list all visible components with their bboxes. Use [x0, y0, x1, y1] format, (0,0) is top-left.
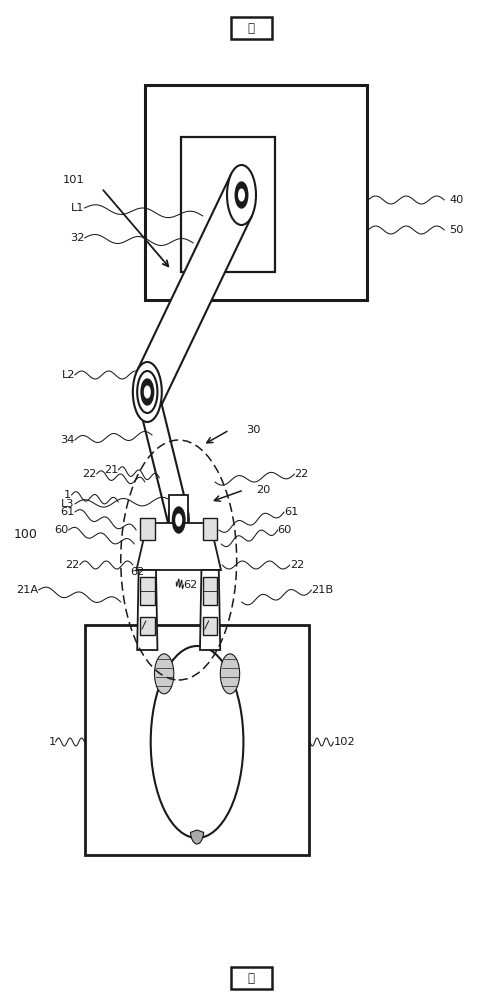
Text: 102: 102	[333, 737, 355, 747]
Text: 20: 20	[256, 485, 270, 495]
Circle shape	[176, 514, 182, 526]
Text: 22: 22	[290, 560, 304, 570]
Circle shape	[137, 371, 157, 413]
Text: 62: 62	[130, 567, 145, 577]
Text: 1: 1	[64, 490, 71, 500]
Text: 100: 100	[14, 528, 37, 542]
Bar	[140, 518, 155, 540]
Text: 图: 图	[248, 972, 255, 984]
Bar	[145, 85, 367, 300]
Text: L3: L3	[61, 499, 75, 509]
Text: 1: 1	[48, 737, 56, 747]
Circle shape	[141, 379, 154, 405]
Polygon shape	[137, 570, 157, 650]
Text: 60: 60	[54, 525, 69, 535]
Text: 40: 40	[449, 195, 464, 205]
Polygon shape	[137, 523, 221, 570]
Bar	[140, 577, 155, 605]
Circle shape	[151, 646, 243, 838]
Polygon shape	[200, 570, 220, 650]
Text: 图: 图	[248, 21, 255, 34]
Text: 32: 32	[70, 233, 85, 243]
Text: 61: 61	[60, 507, 75, 517]
Text: 101: 101	[63, 175, 85, 185]
Text: 22: 22	[65, 560, 80, 570]
Text: 34: 34	[60, 435, 75, 445]
Text: 22: 22	[82, 469, 97, 479]
Circle shape	[227, 165, 256, 225]
Text: 61: 61	[284, 507, 298, 517]
Bar	[85, 625, 309, 855]
Text: 21: 21	[104, 465, 118, 475]
Circle shape	[144, 386, 150, 398]
Polygon shape	[137, 174, 252, 413]
Circle shape	[220, 654, 240, 694]
Bar	[181, 137, 275, 272]
Bar	[169, 495, 188, 523]
Circle shape	[155, 654, 174, 694]
Circle shape	[172, 507, 185, 533]
Bar	[203, 518, 217, 540]
Text: 50: 50	[449, 225, 464, 235]
Text: 60: 60	[278, 525, 292, 535]
Text: 21A: 21A	[16, 585, 39, 595]
Polygon shape	[138, 382, 188, 530]
Circle shape	[235, 182, 248, 208]
Text: 22: 22	[295, 469, 309, 479]
Text: 30: 30	[246, 425, 261, 435]
Text: 62: 62	[184, 580, 198, 590]
Text: 21B: 21B	[312, 585, 334, 595]
Text: L2: L2	[61, 370, 75, 380]
Text: L1: L1	[71, 203, 85, 213]
Bar	[231, 967, 271, 989]
Bar	[140, 617, 155, 635]
Bar	[203, 617, 217, 635]
Circle shape	[169, 499, 189, 541]
Circle shape	[133, 362, 162, 422]
Wedge shape	[190, 830, 204, 844]
Bar	[231, 17, 271, 39]
Circle shape	[239, 189, 244, 201]
Bar	[203, 577, 217, 605]
